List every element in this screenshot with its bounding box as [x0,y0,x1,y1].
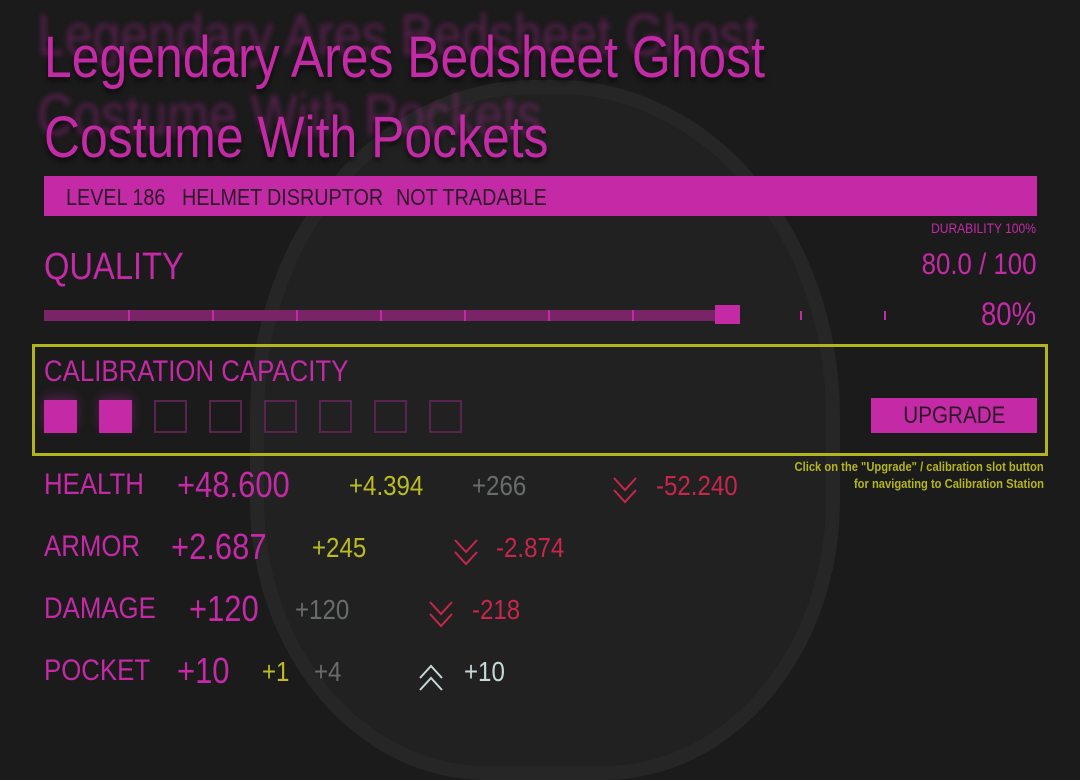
quality-bar-tick [884,311,886,320]
stat-value: +10 [177,650,238,692]
quality-label: QUALITY [44,246,207,289]
calibration-hint: Click on the "Upgrade" / calibration slo… [754,458,1044,492]
quality-bar-tick [464,310,466,321]
stat-value-text: +48.600 [177,464,290,505]
stat-bonus: +245 [312,532,375,564]
stat-value: +48.600 [177,464,308,506]
stat-value-text: +2.687 [171,526,267,567]
stat-value: +120 [189,588,270,630]
calibration-slot-empty[interactable] [209,400,242,433]
stat-label-text: ARMOR [44,530,141,563]
tag-class: DISRUPTOR [266,184,383,210]
stat-delta: -2.874 [496,532,575,564]
calibration-slot-filled[interactable] [44,400,77,433]
calibration-label: CALIBRATION CAPACITY [44,355,398,389]
quality-percent: 80% [972,296,1036,333]
calibration-slot-empty[interactable] [154,400,187,433]
quality-percent-text: 80% [980,296,1036,332]
quality-bar-tick [128,310,130,321]
stat-extra: +266 [472,470,535,502]
stat-label: HEALTH [44,468,160,502]
calibration-slot-filled[interactable] [99,400,132,433]
double-chevron-up-icon [419,664,443,691]
quality-bar-tick [380,310,382,321]
item-title-line-1: Legendary Ares Bedsheet Ghost [44,25,765,90]
stat-value-text: +10 [177,650,230,691]
quality-value: 80.0 / 100 [903,248,1036,282]
item-title: Legendary Ares Bedsheet Ghost Costume Wi… [44,18,882,178]
stat-label: POCKET [44,654,167,688]
upgrade-button[interactable]: UPGRADE [871,398,1037,433]
durability-text: DURABILITY 100% [914,220,1036,236]
upgrade-button-label: UPGRADE [902,401,1006,429]
quality-bar-tick [800,311,802,320]
calibration-slot-empty[interactable] [319,400,352,433]
item-title-line-2: Costume With Pockets [44,105,549,170]
hint-line-2: for navigating to Calibration Station [853,476,1044,491]
tag-level: LEVEL 186 [66,184,166,210]
quality-bar-tick [632,310,634,321]
stat-delta: -52.240 [656,470,751,502]
quality-value-text: 80.0 / 100 [921,248,1036,281]
stat-extra: +4 [314,656,346,688]
stat-bonus-text: +1 [262,656,290,687]
stat-bonus-text: +4.394 [349,470,424,501]
double-chevron-down-icon [429,601,453,628]
calibration-panel [32,344,1048,456]
stat-extra: +120 [295,594,358,626]
quality-label-text: QUALITY [44,246,184,288]
stat-label-text: POCKET [44,654,151,687]
durability-value: DURABILITY 100% [931,220,1036,236]
double-chevron-down-icon [613,477,637,504]
item-tags-bar: LEVEL 186 HELMET DISRUPTOR NOT TRADABLE [44,176,1037,216]
stat-value-text: +120 [189,588,259,629]
stat-extra-text: +120 [295,594,350,625]
tag-tradable: NOT TRADABLE [395,184,547,210]
stat-value: +2.687 [171,526,282,568]
stat-label-text: DAMAGE [44,592,156,625]
stat-extra-text: +4 [314,656,342,687]
stat-delta-text: -218 [472,594,521,625]
stat-bonus-text: +245 [312,532,367,563]
stat-delta: +10 [464,656,512,688]
quality-bar-tick [212,310,214,321]
stat-delta-text: +10 [464,656,505,687]
stat-extra-text: +266 [472,470,527,501]
stat-bonus: +1 [262,656,294,688]
quality-bar-tick [548,310,550,321]
calibration-slot-empty[interactable] [264,400,297,433]
calibration-label-text: CALIBRATION CAPACITY [44,355,349,388]
tag-type: HELMET [181,184,262,210]
stat-label: DAMAGE [44,592,174,626]
quality-bar-marker [715,305,741,324]
stat-bonus: +4.394 [349,470,435,502]
stat-delta-text: -2.874 [496,532,565,563]
calibration-slot-empty[interactable] [429,400,462,433]
stat-label-text: HEALTH [44,468,144,501]
stat-delta: -218 [472,594,528,626]
hint-line-1: Click on the "Upgrade" / calibration slo… [794,459,1044,474]
quality-bar-tick [296,310,298,321]
quality-bar-fill [44,310,728,321]
stat-label: ARMOR [44,530,156,564]
double-chevron-down-icon [454,539,478,566]
stat-delta-text: -52.240 [656,470,738,501]
calibration-slot-empty[interactable] [374,400,407,433]
